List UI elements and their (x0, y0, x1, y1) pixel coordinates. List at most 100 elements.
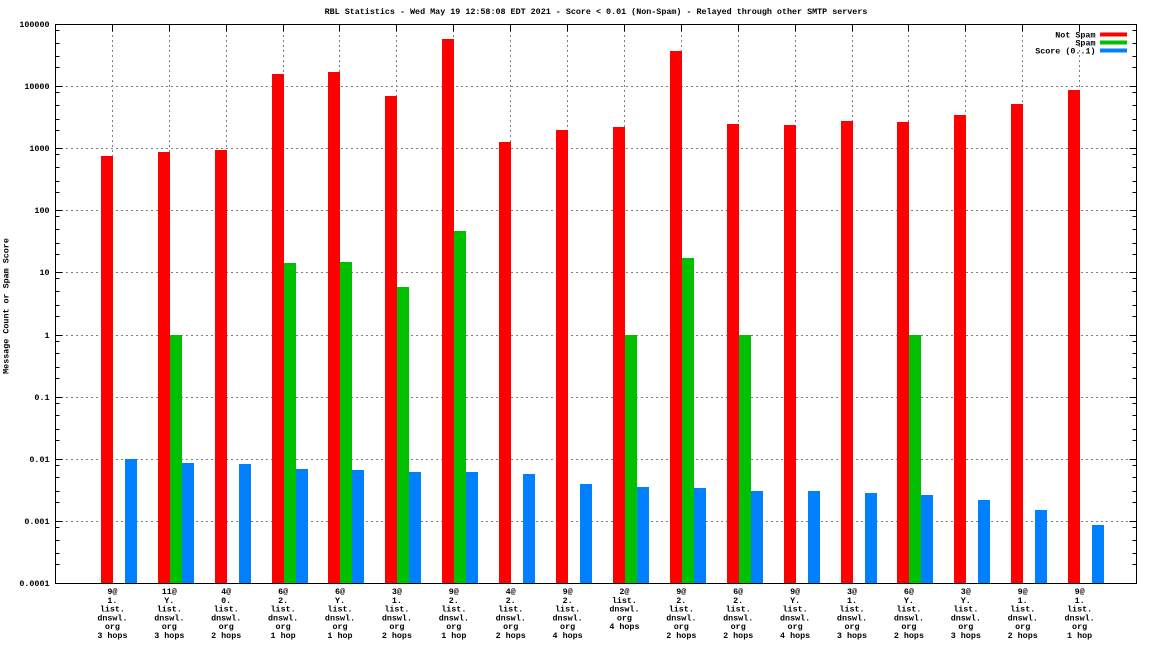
svg-text:list.: list. (1067, 605, 1092, 615)
svg-text:list.: list. (271, 605, 296, 615)
svg-text:4 hops: 4 hops (609, 622, 639, 632)
svg-text:0.: 0. (221, 596, 231, 606)
svg-text:dnswl.: dnswl. (723, 613, 753, 623)
svg-text:4 hops: 4 hops (553, 631, 583, 641)
svg-text:11@: 11@ (162, 587, 177, 597)
svg-text:list.: list. (327, 605, 352, 615)
svg-text:org: org (1072, 622, 1087, 632)
svg-text:org: org (276, 622, 291, 632)
svg-text:2 hops: 2 hops (666, 631, 696, 641)
svg-text:0.0001: 0.0001 (19, 579, 49, 589)
svg-text:Message Count or Spam Score: Message Count or Spam Score (2, 238, 12, 374)
svg-text:1.: 1. (392, 596, 402, 606)
svg-text:2.: 2. (563, 596, 573, 606)
svg-text:dnswl.: dnswl. (553, 613, 583, 623)
svg-text:org: org (731, 622, 746, 632)
svg-text:4 hops: 4 hops (780, 631, 810, 641)
svg-text:list.: list. (555, 605, 580, 615)
svg-text:dnswl.: dnswl. (97, 613, 127, 623)
svg-text:list.: list. (214, 605, 239, 615)
svg-text:1 hop: 1 hop (1067, 631, 1092, 641)
svg-text:100: 100 (34, 206, 49, 216)
svg-text:list.: list. (612, 596, 637, 606)
svg-text:list.: list. (441, 605, 466, 615)
svg-text:dnswl.: dnswl. (609, 605, 639, 615)
svg-text:list.: list. (839, 605, 864, 615)
svg-text:dnswl.: dnswl. (325, 613, 355, 623)
svg-text:10: 10 (39, 268, 49, 278)
svg-text:list.: list. (669, 605, 694, 615)
svg-text:2.: 2. (733, 596, 743, 606)
svg-text:1.: 1. (107, 596, 117, 606)
svg-text:2 hops: 2 hops (211, 631, 241, 641)
svg-text:1 hop: 1 hop (327, 631, 352, 641)
svg-text:3 hops: 3 hops (837, 631, 867, 641)
svg-text:dnswl.: dnswl. (439, 613, 469, 623)
svg-text:Y.: Y. (790, 596, 800, 606)
svg-text:org: org (844, 622, 859, 632)
svg-text:RBL Statistics - Wed May 19 12: RBL Statistics - Wed May 19 12:58:08 EDT… (325, 7, 868, 17)
svg-text:2 hops: 2 hops (894, 631, 924, 641)
svg-text:list.: list. (953, 605, 978, 615)
svg-text:list.: list. (726, 605, 751, 615)
svg-text:org: org (1015, 622, 1030, 632)
svg-text:org: org (105, 622, 120, 632)
svg-text:dnswl.: dnswl. (268, 613, 298, 623)
svg-text:9@: 9@ (449, 587, 459, 597)
svg-text:org: org (901, 622, 916, 632)
svg-text:9@: 9@ (676, 587, 686, 597)
svg-text:6@: 6@ (733, 587, 743, 597)
svg-text:2.: 2. (676, 596, 686, 606)
svg-text:org: org (162, 622, 177, 632)
svg-text:2.: 2. (278, 596, 288, 606)
svg-text:dnswl.: dnswl. (894, 613, 924, 623)
svg-text:org: org (219, 622, 234, 632)
svg-text:list.: list. (100, 605, 125, 615)
svg-text:2.: 2. (506, 596, 516, 606)
svg-text:org: org (446, 622, 461, 632)
svg-text:list.: list. (896, 605, 921, 615)
svg-text:org: org (617, 613, 632, 623)
svg-text:dnswl.: dnswl. (154, 613, 184, 623)
svg-text:Y.: Y. (961, 596, 971, 606)
svg-text:dnswl.: dnswl. (837, 613, 867, 623)
svg-text:1 hop: 1 hop (441, 631, 466, 641)
svg-text:9@: 9@ (1018, 587, 1028, 597)
svg-text:org: org (560, 622, 575, 632)
svg-text:2 hops: 2 hops (496, 631, 526, 641)
svg-text:org: org (674, 622, 689, 632)
svg-text:Spam: Spam (1075, 38, 1095, 48)
svg-text:2.: 2. (449, 596, 459, 606)
svg-text:0.1: 0.1 (34, 393, 49, 403)
svg-text:Y.: Y. (164, 596, 174, 606)
svg-text:dnswl.: dnswl. (666, 613, 696, 623)
svg-text:Score (0..1): Score (0..1) (1035, 46, 1095, 56)
svg-text:dnswl.: dnswl. (211, 613, 241, 623)
svg-text:1: 1 (44, 331, 49, 341)
svg-text:6@: 6@ (904, 587, 914, 597)
svg-text:3 hops: 3 hops (951, 631, 981, 641)
svg-text:dnswl.: dnswl. (1065, 613, 1095, 623)
svg-text:Y.: Y. (904, 596, 914, 606)
svg-text:list.: list. (384, 605, 409, 615)
svg-text:3@: 3@ (847, 587, 857, 597)
svg-text:1000: 1000 (29, 144, 49, 154)
svg-text:4@: 4@ (221, 587, 231, 597)
svg-text:org: org (503, 622, 518, 632)
svg-text:1.: 1. (1075, 596, 1085, 606)
svg-text:3 hops: 3 hops (97, 631, 127, 641)
svg-text:Not Spam: Not Spam (1055, 30, 1095, 40)
svg-text:dnswl.: dnswl. (780, 613, 810, 623)
svg-text:org: org (389, 622, 404, 632)
svg-text:list.: list. (157, 605, 182, 615)
svg-text:10000: 10000 (24, 82, 49, 92)
svg-text:1.: 1. (1018, 596, 1028, 606)
svg-text:1.: 1. (847, 596, 857, 606)
svg-text:9@: 9@ (790, 587, 800, 597)
svg-text:org: org (788, 622, 803, 632)
svg-text:list.: list. (498, 605, 523, 615)
svg-text:dnswl.: dnswl. (1008, 613, 1038, 623)
svg-text:2@: 2@ (619, 587, 629, 597)
svg-text:6@: 6@ (335, 587, 345, 597)
svg-text:3@: 3@ (392, 587, 402, 597)
